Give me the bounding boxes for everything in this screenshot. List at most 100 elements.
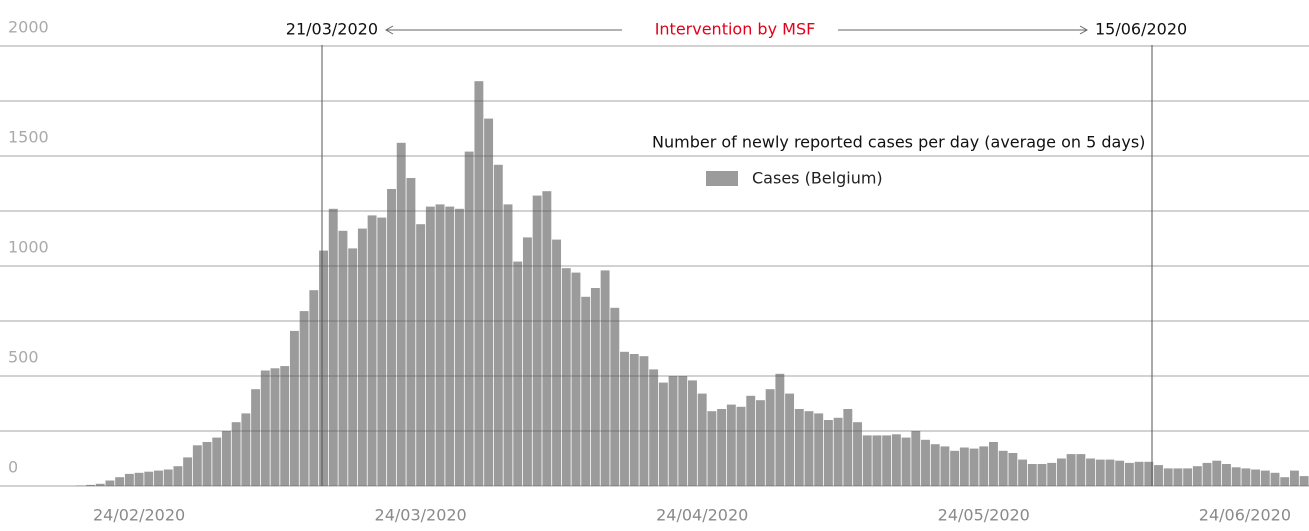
bar <box>785 394 794 486</box>
bar <box>426 207 435 486</box>
bar <box>950 451 959 486</box>
bar <box>630 354 639 486</box>
bar <box>795 409 804 486</box>
bar <box>115 477 124 486</box>
bar <box>261 371 270 487</box>
bar <box>746 396 755 486</box>
legend-label: Cases (Belgium) <box>752 169 883 188</box>
bar <box>1067 454 1076 486</box>
bar <box>911 431 920 486</box>
bar <box>1232 467 1241 486</box>
y-tick-label: 1500 <box>8 128 49 147</box>
bar <box>1096 460 1105 486</box>
bar <box>1018 460 1027 486</box>
y-tick-label: 2000 <box>8 18 49 37</box>
bar <box>1280 477 1289 486</box>
bar <box>1047 463 1056 486</box>
x-tick-label: 24/03/2020 <box>375 506 467 525</box>
bar <box>1028 464 1037 486</box>
bar <box>737 407 746 486</box>
bar <box>1222 464 1231 486</box>
bar <box>232 422 241 486</box>
bar <box>940 446 949 486</box>
bar <box>1290 471 1299 486</box>
bar <box>290 331 299 486</box>
bar <box>1300 476 1309 486</box>
bar <box>756 400 765 486</box>
bar <box>552 240 561 486</box>
bar <box>309 290 318 486</box>
bar <box>1173 468 1182 486</box>
bar <box>183 457 192 486</box>
bar <box>504 204 513 486</box>
bar <box>853 422 862 486</box>
x-tick-label: 24/04/2020 <box>656 506 748 525</box>
bar <box>387 189 396 486</box>
bar <box>135 473 144 486</box>
y-tick-label: 0 <box>8 458 18 477</box>
bar <box>329 209 338 486</box>
bar <box>649 369 658 486</box>
bar <box>319 251 328 486</box>
bar <box>707 411 716 486</box>
bar <box>1251 470 1260 487</box>
bar <box>1241 468 1250 486</box>
bar <box>698 394 707 486</box>
bar <box>562 268 571 486</box>
bar <box>979 446 988 486</box>
bar <box>1212 461 1221 486</box>
bar <box>620 352 629 486</box>
bar <box>601 270 610 486</box>
bar <box>397 143 406 486</box>
bar <box>164 470 173 487</box>
bar <box>523 237 532 486</box>
bar <box>533 196 542 486</box>
bar <box>872 435 881 486</box>
bar <box>591 288 600 486</box>
bar <box>1008 453 1017 486</box>
bar <box>581 297 590 486</box>
bar <box>659 383 668 486</box>
y-tick-label: 500 <box>8 348 39 367</box>
bar <box>1154 465 1163 486</box>
bar <box>339 231 348 486</box>
legend-title: Number of newly reported cases per day (… <box>652 133 1145 152</box>
bar <box>465 152 474 486</box>
bar <box>358 229 367 486</box>
bar <box>368 215 377 486</box>
bar <box>1183 468 1192 486</box>
bar <box>445 207 454 486</box>
bar <box>416 224 425 486</box>
bar <box>494 165 503 486</box>
bar <box>241 413 250 486</box>
bar <box>542 191 551 486</box>
bar <box>1261 471 1270 486</box>
bar <box>251 389 260 486</box>
bar <box>970 449 979 486</box>
bar <box>125 474 134 486</box>
bar <box>222 431 231 486</box>
bar <box>300 311 309 486</box>
bar <box>902 438 911 486</box>
bar <box>727 405 736 486</box>
x-tick-label: 24/06/2020 <box>1199 506 1291 525</box>
bar <box>610 308 619 486</box>
y-tick-label: 1000 <box>8 238 49 257</box>
bar <box>960 448 969 487</box>
bar <box>1164 468 1173 486</box>
bar <box>212 438 221 486</box>
x-tick-label: 24/02/2020 <box>93 506 185 525</box>
bar <box>455 209 464 486</box>
annotation-end: 15/06/2020 <box>1095 20 1187 39</box>
bar <box>1086 459 1095 487</box>
bar <box>843 409 852 486</box>
bar <box>931 444 940 486</box>
bar <box>1193 466 1202 486</box>
bar <box>105 481 114 487</box>
bar <box>193 445 202 486</box>
annotation-start: 21/03/2020 <box>286 20 378 39</box>
bar <box>989 442 998 486</box>
bar <box>377 218 386 486</box>
bar <box>1106 460 1115 486</box>
